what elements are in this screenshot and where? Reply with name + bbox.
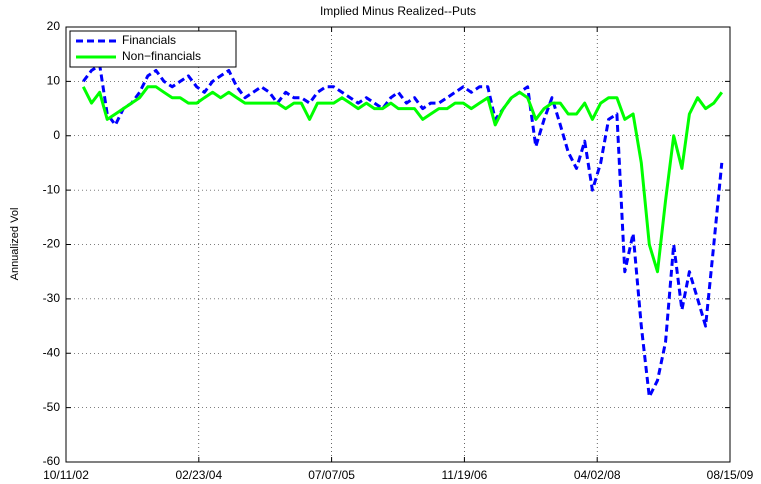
x-tick-label: 02/23/04 bbox=[175, 468, 222, 482]
y-axis-label: Annualized Vol bbox=[9, 208, 21, 281]
y-tick-label: 10 bbox=[47, 74, 61, 88]
x-tick-label: 07/07/05 bbox=[308, 468, 355, 482]
chart-title: Implied Minus Realized--Puts bbox=[320, 4, 476, 18]
axes-box bbox=[65, 26, 731, 463]
x-tick-label: 10/11/02 bbox=[43, 468, 89, 482]
data-line bbox=[82, 63, 724, 399]
y-tick-label: -40 bbox=[43, 345, 61, 359]
x-tick-label: 11/19/06 bbox=[441, 468, 487, 482]
legend: Financials Non−financials bbox=[69, 30, 237, 68]
x-tick-label: 08/15/09 bbox=[707, 468, 754, 482]
data-line bbox=[81, 85, 724, 274]
y-tick-label: 20 bbox=[47, 19, 61, 33]
legend-box bbox=[69, 30, 237, 68]
y-tick-label: -60 bbox=[43, 454, 61, 468]
y-tick-label: -30 bbox=[43, 291, 61, 305]
legend-label: Non−financials bbox=[122, 49, 201, 63]
y-tick-label: -10 bbox=[43, 182, 61, 196]
legend-label: Financials bbox=[122, 33, 176, 47]
x-tick-label: 04/02/08 bbox=[574, 468, 621, 482]
y-tick-label: -50 bbox=[43, 400, 61, 414]
y-tick-label: -20 bbox=[43, 237, 61, 251]
y-tick-label: 0 bbox=[53, 128, 60, 142]
